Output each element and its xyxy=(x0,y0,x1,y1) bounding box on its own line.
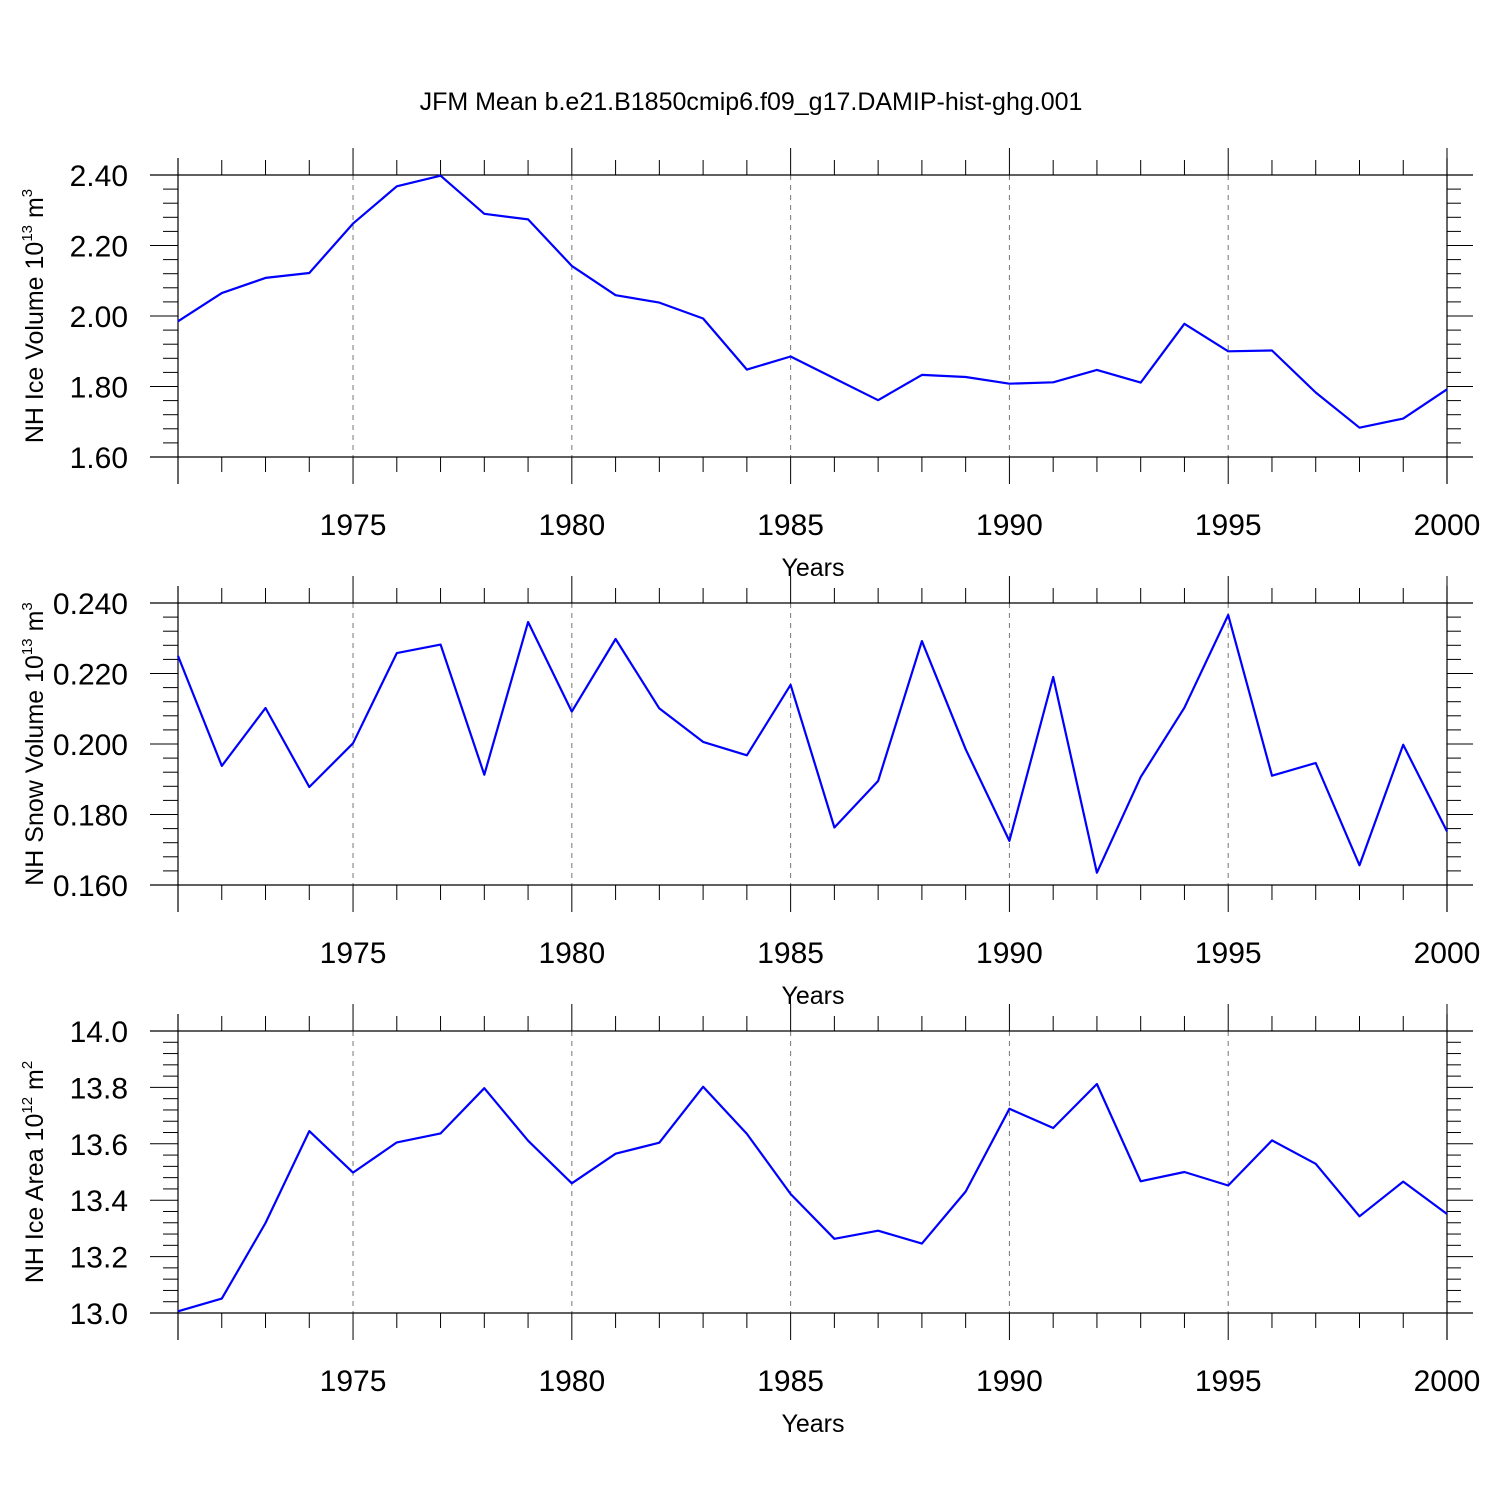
x-tick-label: 1975 xyxy=(320,937,387,970)
y-axis-title: NH Ice Area 1012 m2 xyxy=(19,1061,49,1283)
y-tick-label: 13.0 xyxy=(70,1298,128,1331)
x-tick-label: 1990 xyxy=(976,937,1043,970)
x-tick-label: 1975 xyxy=(320,1365,387,1398)
x-axis-title: Years xyxy=(781,1410,844,1438)
y-tick-label: 13.2 xyxy=(70,1242,128,1275)
y-tick-label: 0.240 xyxy=(53,588,128,621)
y-axis-title-text: m xyxy=(21,1069,49,1097)
series-line xyxy=(176,613,1448,874)
y-axis-title-text: m xyxy=(21,197,49,225)
y-axis-title-text: NH Ice Area 10 xyxy=(21,1114,49,1284)
x-axis-title: Years xyxy=(781,982,844,1010)
y-tick-label: 1.60 xyxy=(70,442,128,475)
y-tick-label: 1.80 xyxy=(70,372,128,405)
y-tick-label: 0.200 xyxy=(53,729,128,762)
y-axis-title: NH Ice Volume 1013 m3 xyxy=(19,189,49,443)
y-tick-label: 2.00 xyxy=(70,301,128,334)
x-tick-label: 1985 xyxy=(757,937,824,970)
y-axis-title: NH Snow Volume 1013 m3 xyxy=(19,602,49,886)
y-tick-label: 13.8 xyxy=(70,1072,128,1105)
x-tick-label: 1995 xyxy=(1195,937,1262,970)
x-tick-label: 1980 xyxy=(538,1365,605,1398)
y-axis-title-superscript: 13 xyxy=(19,225,36,242)
y-tick-label: 0.160 xyxy=(53,870,128,903)
x-tick-label: 1980 xyxy=(538,937,605,970)
y-axis-title-superscript: 3 xyxy=(19,602,36,610)
panel-snow-volume: 0.160 0.180 0.200 0.220 0.240 1975 1980 1985 199… xyxy=(19,576,1480,1010)
series-line xyxy=(177,174,1448,429)
y-tick-label: 2.20 xyxy=(70,231,128,264)
series-line xyxy=(177,1082,1448,1313)
x-tick-label: 1990 xyxy=(976,509,1043,542)
y-tick-label: 13.4 xyxy=(70,1185,128,1218)
x-tick-label: 1980 xyxy=(538,509,605,542)
chart-title: JFM Mean b.e21.B1850cmip6.f09_g17.DAMIP-… xyxy=(420,88,1083,116)
x-tick-label: 1975 xyxy=(320,509,387,542)
y-tick-label: 0.180 xyxy=(53,800,128,833)
x-tick-label: 1990 xyxy=(976,1365,1043,1398)
y-tick-label: 2.40 xyxy=(70,160,128,193)
y-axis-title-text: NH Ice Volume 10 xyxy=(21,242,49,444)
y-axis-title-text: m xyxy=(21,611,49,639)
y-tick-label: 14.0 xyxy=(70,1016,128,1049)
y-axis-title-superscript: 13 xyxy=(19,638,36,655)
x-axis-title: Years xyxy=(781,554,844,582)
x-tick-label: 1995 xyxy=(1195,509,1262,542)
x-tick-label: 1985 xyxy=(757,509,824,542)
x-tick-label: 2000 xyxy=(1414,1365,1481,1398)
panel-ice-volume: 1.60 1.80 2.00 2.20 2.40 1975 1980 1985 1990 1995… xyxy=(19,148,1480,582)
y-axis-title-text: NH Snow Volume 10 xyxy=(21,655,49,886)
x-tick-label: 2000 xyxy=(1414,937,1481,970)
y-axis-title-superscript: 3 xyxy=(19,189,36,197)
x-tick-label: 1985 xyxy=(757,1365,824,1398)
x-tick-label: 2000 xyxy=(1414,509,1481,542)
y-tick-label: 13.6 xyxy=(70,1129,128,1162)
y-axis-title-superscript: 2 xyxy=(19,1061,36,1069)
panel-ice-area: 13.0 13.2 13.4 13.6 13.8 14.0 1975 1980 1985 1990… xyxy=(19,1004,1480,1438)
x-tick-label: 1995 xyxy=(1195,1365,1262,1398)
y-tick-label: 0.220 xyxy=(53,659,128,692)
y-axis-title-superscript: 12 xyxy=(19,1097,36,1114)
